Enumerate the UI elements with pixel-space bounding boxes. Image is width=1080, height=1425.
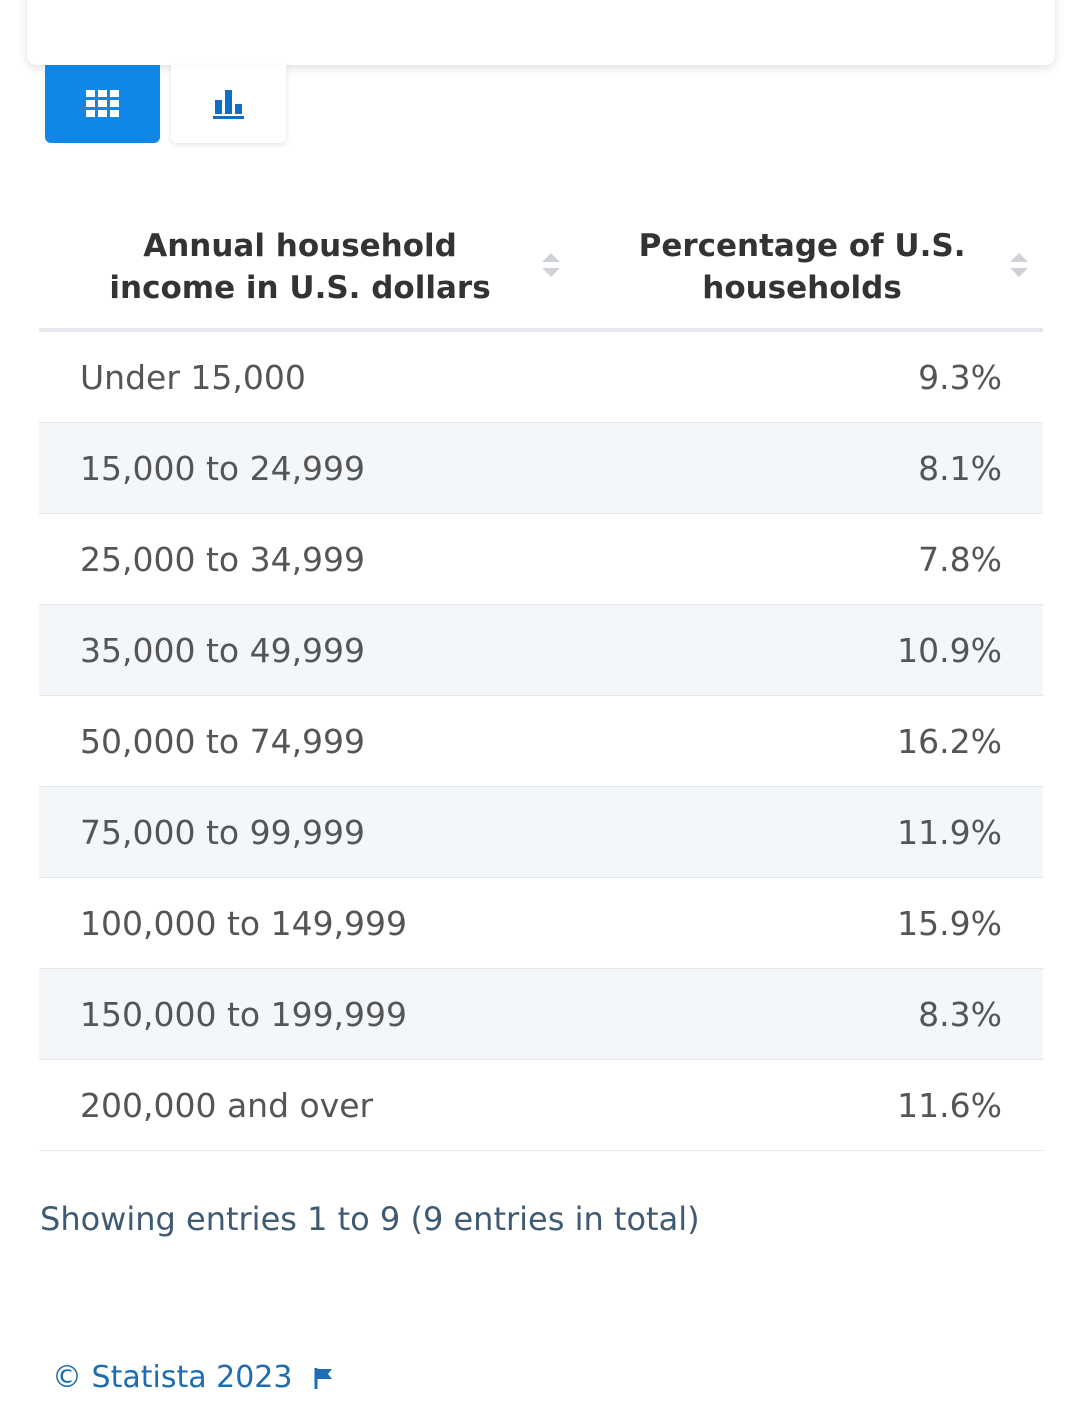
income-cell: 150,000 to 199,999 <box>39 968 562 1060</box>
table-row: Under 15,000 9.3% <box>39 330 1043 423</box>
table-row: 35,000 to 49,999 10.9% <box>39 604 1043 696</box>
percentage-cell: 8.3% <box>561 968 1043 1060</box>
header-row: Annual household income in U.S. dollars … <box>39 205 1043 332</box>
chart-view-tab[interactable] <box>171 65 286 143</box>
table-row: 15,000 to 24,999 8.1% <box>39 422 1043 514</box>
income-cell: 50,000 to 74,999 <box>39 695 562 787</box>
table-row: 50,000 to 74,999 16.2% <box>39 695 1043 787</box>
flag-icon[interactable] <box>314 1366 334 1390</box>
percentage-cell: 9.3% <box>561 330 1043 423</box>
percentage-cell: 10.9% <box>561 604 1043 696</box>
top-card <box>27 0 1055 65</box>
percentage-cell: 16.2% <box>561 695 1043 787</box>
source-link[interactable]: © Statista 2023 <box>52 1360 293 1395</box>
income-cell: 100,000 to 149,999 <box>39 877 562 969</box>
grid-icon <box>85 90 119 117</box>
entries-info: Showing entries 1 to 9 (9 entries in tot… <box>40 1200 700 1238</box>
header-cell[interactable]: Percentage of U.S. households <box>561 205 1043 332</box>
percentage-cell: 15.9% <box>561 877 1043 969</box>
income-cell: Under 15,000 <box>39 330 562 423</box>
sort-icon <box>542 253 561 277</box>
income-cell: 25,000 to 34,999 <box>39 513 562 605</box>
table-row: 75,000 to 99,999 11.9% <box>39 786 1043 878</box>
header-text: Percentage of U.S. households <box>638 227 966 306</box>
income-cell: 200,000 and over <box>39 1059 562 1151</box>
bar-icon <box>212 90 244 119</box>
table-row: 150,000 to 199,999 8.3% <box>39 968 1043 1060</box>
sort-icon <box>1010 253 1028 277</box>
table-row: 100,000 to 149,999 15.9% <box>39 877 1043 969</box>
percentage-cell: 11.6% <box>561 1059 1043 1151</box>
percentage-cell: 11.9% <box>561 786 1043 878</box>
data-table: Annual household income in U.S. dollars … <box>39 205 1043 1151</box>
income-cell: 15,000 to 24,999 <box>39 422 562 514</box>
table-body: Under 15,000 9.3% 15,000 to 24,999 8.1% 25,0… <box>39 330 1043 1151</box>
percentage-cell: 8.1% <box>561 422 1043 514</box>
table-row: 25,000 to 34,999 7.8% <box>39 513 1043 605</box>
header-text: Annual household income in U.S. dollars <box>109 227 491 306</box>
source: © Statista 2023 <box>52 1360 334 1395</box>
income-cell: 75,000 to 99,999 <box>39 786 562 878</box>
header-cell[interactable]: Annual household income in U.S. dollars <box>39 205 562 332</box>
income-cell: 35,000 to 49,999 <box>39 604 562 696</box>
percentage-cell: 7.8% <box>561 513 1043 605</box>
table-view-tab[interactable] <box>45 65 160 143</box>
table-row: 200,000 and over 11.6% <box>39 1059 1043 1151</box>
